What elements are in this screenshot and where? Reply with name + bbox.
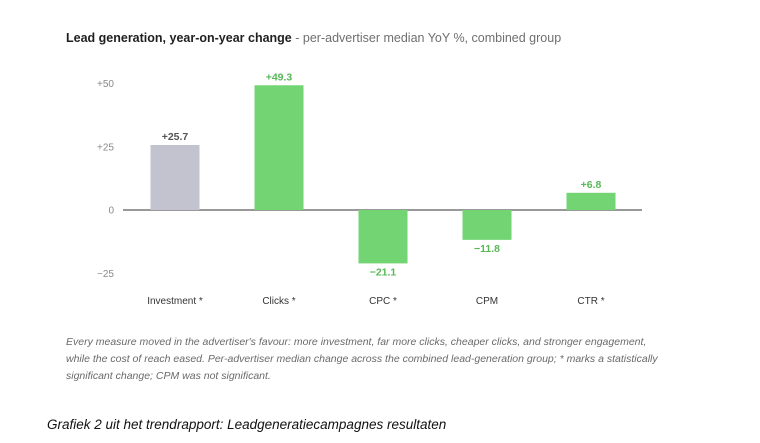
data-label: +49.3 <box>266 71 293 83</box>
data-label: +6.8 <box>581 179 602 191</box>
chart-subtitle-sep: - <box>295 31 303 45</box>
bar <box>566 192 616 210</box>
figure-footer: Grafiek 2 uit het trendrapport: Leadgene… <box>47 417 447 432</box>
data-label: −11.8 <box>474 243 500 255</box>
category-label: Clicks * <box>262 296 295 307</box>
bar <box>358 210 408 264</box>
chart-subtitle: per-advertiser median YoY %, combined gr… <box>302 31 562 45</box>
data-labels-group: +25.7 +49.3 −21.1 −11.8 +6.8 <box>162 71 602 278</box>
bar <box>254 85 304 210</box>
bar-chart: +50 +25 0 −25 +25.7 +49.3 −21.1 −11.8 +6.8 Inve… <box>97 71 642 307</box>
chart-title-line: Lead generation, year-on-year change - p… <box>66 31 561 45</box>
chart-caption: Every measure moved in the advertiser's … <box>66 336 658 382</box>
category-label: CPM <box>476 296 498 307</box>
bar <box>150 144 200 210</box>
y-tick-label: +25 <box>97 142 114 153</box>
category-labels-group: Investment * Clicks * CPC * CPM CTR * <box>147 296 605 307</box>
category-label: CTR * <box>577 296 604 307</box>
y-axis-ticks: +50 +25 0 −25 <box>97 79 114 280</box>
y-tick-label: +50 <box>97 79 114 90</box>
y-tick-label: 0 <box>108 206 114 217</box>
data-label: +25.7 <box>162 131 189 143</box>
category-label: CPC * <box>369 296 397 307</box>
chart-title: Lead generation, year-on-year change <box>66 31 292 45</box>
y-tick-label: −25 <box>97 269 114 280</box>
data-label: −21.1 <box>370 266 397 278</box>
bar <box>462 210 512 240</box>
category-label: Investment * <box>147 296 203 307</box>
bars-group <box>150 85 616 264</box>
